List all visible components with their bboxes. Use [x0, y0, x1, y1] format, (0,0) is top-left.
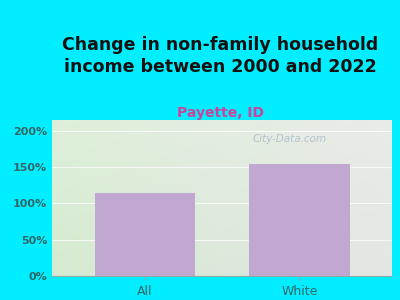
- Text: Change in non-family household
income between 2000 and 2022: Change in non-family household income be…: [62, 36, 378, 76]
- Text: Payette, ID: Payette, ID: [176, 106, 264, 121]
- Bar: [249, 164, 350, 276]
- Bar: [94, 193, 195, 276]
- Text: City-Data.com: City-Data.com: [253, 134, 327, 144]
